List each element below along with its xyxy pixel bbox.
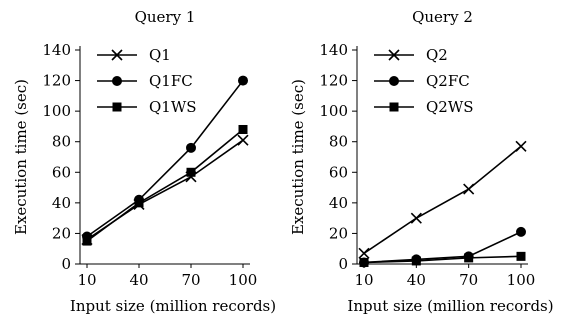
data-point bbox=[359, 257, 369, 267]
x-tick-label: 10 bbox=[354, 271, 373, 289]
data-point bbox=[516, 251, 526, 261]
data-point bbox=[186, 142, 196, 153]
series-q1ws bbox=[82, 124, 248, 246]
y-tick-label: 140 bbox=[42, 41, 71, 59]
data-point bbox=[411, 256, 421, 266]
legend: Q2 Q2FC Q2WS bbox=[374, 46, 474, 116]
y-tick-label: 20 bbox=[329, 224, 348, 242]
y-axis-label: Execution time (sec) bbox=[12, 79, 30, 235]
series-line bbox=[363, 145, 522, 254]
data-point bbox=[237, 134, 249, 146]
y-tick-label: 100 bbox=[42, 102, 71, 120]
legend-marker bbox=[112, 102, 122, 112]
y-tick-label: 120 bbox=[319, 72, 348, 90]
series-q2 bbox=[358, 140, 527, 259]
data-point bbox=[463, 183, 475, 195]
y-axis-label: Execution time (sec) bbox=[289, 79, 307, 235]
y-tick-label: 40 bbox=[329, 194, 348, 212]
y-tick-label: 80 bbox=[329, 133, 348, 151]
y-tick-label: 40 bbox=[52, 194, 71, 212]
series-line bbox=[363, 255, 522, 264]
x-tick-label: 10 bbox=[77, 271, 96, 289]
y-tick-label: 100 bbox=[319, 102, 348, 120]
x-tick-label: 40 bbox=[129, 271, 148, 289]
chart-panel-1: Query 1 0 20 40 60 80 100 120 140 10 40 70 100 Input … bbox=[12, 8, 276, 315]
legend-label: Q2 bbox=[426, 46, 448, 64]
legend-label: Q1 bbox=[149, 46, 171, 64]
y-tick-label: 80 bbox=[52, 133, 71, 151]
data-point bbox=[515, 140, 527, 152]
legend-marker bbox=[111, 49, 123, 61]
series-line bbox=[86, 128, 244, 242]
x-tick-label: 100 bbox=[229, 271, 258, 289]
data-point bbox=[410, 212, 422, 224]
series-line bbox=[86, 80, 244, 238]
data-point bbox=[134, 198, 144, 208]
x-tick-label: 40 bbox=[407, 271, 426, 289]
series-q1 bbox=[81, 134, 249, 246]
legend-label: Q1FC bbox=[149, 72, 193, 90]
series-q2ws bbox=[359, 251, 526, 267]
y-tick-label: 0 bbox=[61, 255, 71, 273]
legend-marker bbox=[388, 49, 400, 61]
chart-title: Query 1 bbox=[135, 8, 196, 26]
y-tick-label: 0 bbox=[338, 255, 348, 273]
legend-marker bbox=[389, 102, 399, 112]
chart-panel-2: Query 2 0 20 40 60 80 100 120 140 10 40 70 100 Input … bbox=[289, 8, 554, 315]
data-point bbox=[358, 247, 370, 259]
legend-label: Q2WS bbox=[426, 98, 474, 116]
y-tick-label: 20 bbox=[52, 224, 71, 242]
chart-title: Query 2 bbox=[412, 8, 473, 26]
data-point bbox=[238, 124, 248, 134]
y-tick-label: 60 bbox=[329, 163, 348, 181]
x-tick-label: 100 bbox=[507, 271, 536, 289]
data-point bbox=[82, 236, 92, 246]
legend-marker bbox=[112, 76, 122, 86]
x-axis-label: Input size (million records) bbox=[70, 297, 276, 315]
y-tick-label: 140 bbox=[319, 41, 348, 59]
legend: Q1 Q1FC Q1WS bbox=[97, 46, 197, 116]
x-axis-label: Input size (million records) bbox=[347, 297, 553, 315]
data-point bbox=[238, 75, 248, 86]
data-point bbox=[516, 226, 526, 237]
y-tick-label: 60 bbox=[52, 163, 71, 181]
x-tick-label: 70 bbox=[181, 271, 200, 289]
y-tick-label: 120 bbox=[42, 72, 71, 90]
series-line bbox=[363, 231, 522, 264]
legend-label: Q2FC bbox=[426, 72, 470, 90]
data-point bbox=[186, 167, 196, 177]
legend-label: Q1WS bbox=[149, 98, 197, 116]
data-point bbox=[464, 253, 474, 263]
x-tick-label: 70 bbox=[459, 271, 478, 289]
legend-marker bbox=[389, 76, 399, 86]
